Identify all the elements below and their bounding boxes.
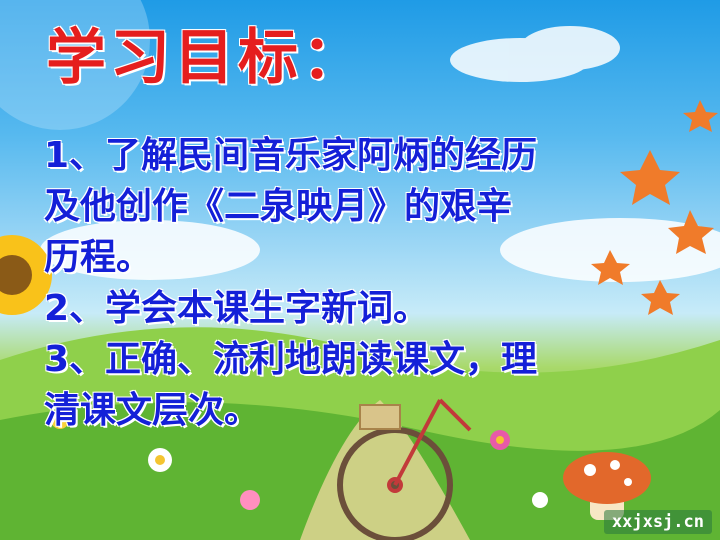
objective-line: 3、正确、流利地朗读课文，理 [44, 339, 538, 380]
slide-title: 学习目标： [46, 23, 366, 93]
watermark: xxjxsj.cn [603, 510, 712, 534]
objective-line: 清课文层次。 [44, 390, 261, 431]
objectives-text: 1、了解民间音乐家阿炳的经历 及他创作《二泉映月》的艰辛 历程。 2、学会本课生… [44, 130, 654, 436]
objective-line: 1、了解民间音乐家阿炳的经历 [44, 135, 538, 176]
objective-line: 2、学会本课生字新词。 [44, 288, 430, 329]
objective-line: 及他创作《二泉映月》的艰辛 [44, 186, 513, 227]
bicycle [337, 398, 472, 540]
sun-glow [0, 0, 150, 130]
mushroom [563, 452, 651, 520]
objective-line: 历程。 [44, 237, 153, 278]
clouds [40, 26, 720, 282]
sunflower [0, 235, 52, 315]
flowers [51, 411, 548, 510]
maple-leaves [591, 100, 718, 315]
